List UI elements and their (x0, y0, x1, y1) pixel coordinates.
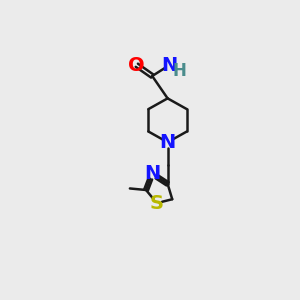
Text: O: O (128, 56, 145, 75)
Text: N: N (160, 133, 176, 152)
Text: N: N (144, 164, 160, 183)
Text: H: H (173, 62, 187, 80)
Text: N: N (161, 56, 177, 75)
Text: S: S (150, 194, 164, 213)
